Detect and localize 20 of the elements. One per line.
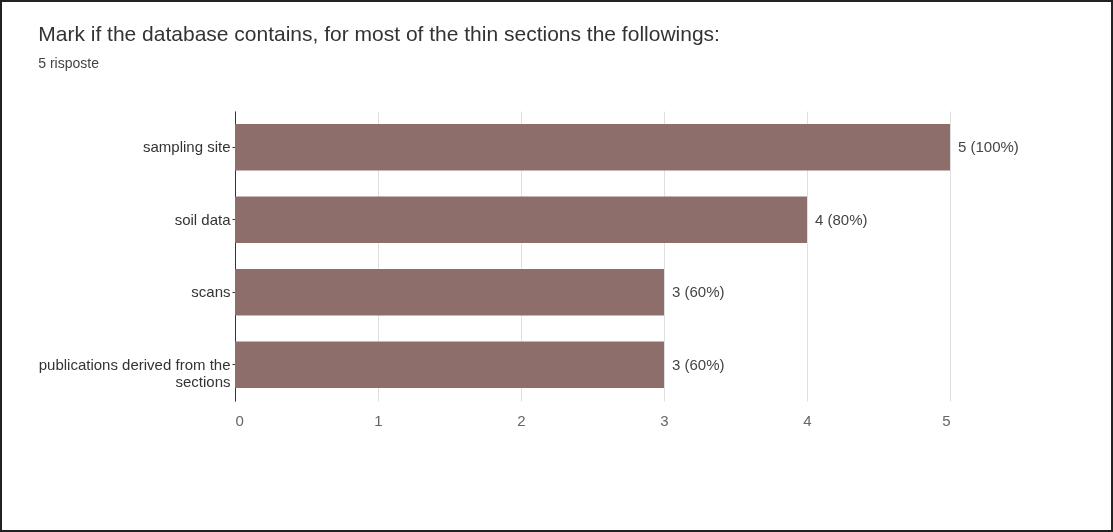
y-tick-label: publications derived from the sections <box>38 355 231 390</box>
data-label: 4 (80%) <box>815 210 868 228</box>
x-tick-label: 0 <box>235 411 244 429</box>
data-label: 3 (60%) <box>672 283 725 301</box>
x-tick-label: 5 <box>942 411 951 429</box>
x-tick-label: 1 <box>374 411 383 429</box>
data-label: 5 (100%) <box>958 138 1019 156</box>
y-tick-label: sampling site <box>142 138 231 156</box>
bar <box>235 269 664 316</box>
text: 5 risposte <box>38 55 100 71</box>
y-tick-label: soil data <box>174 210 232 228</box>
data-label: 3 (60%) <box>672 355 725 373</box>
chart-title: Mark if the database contains, for most of the thin sections the followings: <box>38 22 720 45</box>
bar <box>235 124 950 171</box>
y-tick-label: scans <box>191 283 231 301</box>
bar <box>235 341 664 388</box>
x-tick-label: 2 <box>517 411 526 429</box>
bar <box>235 196 807 243</box>
x-tick-label: 4 <box>803 411 812 429</box>
x-tick-label: 3 <box>660 411 669 429</box>
